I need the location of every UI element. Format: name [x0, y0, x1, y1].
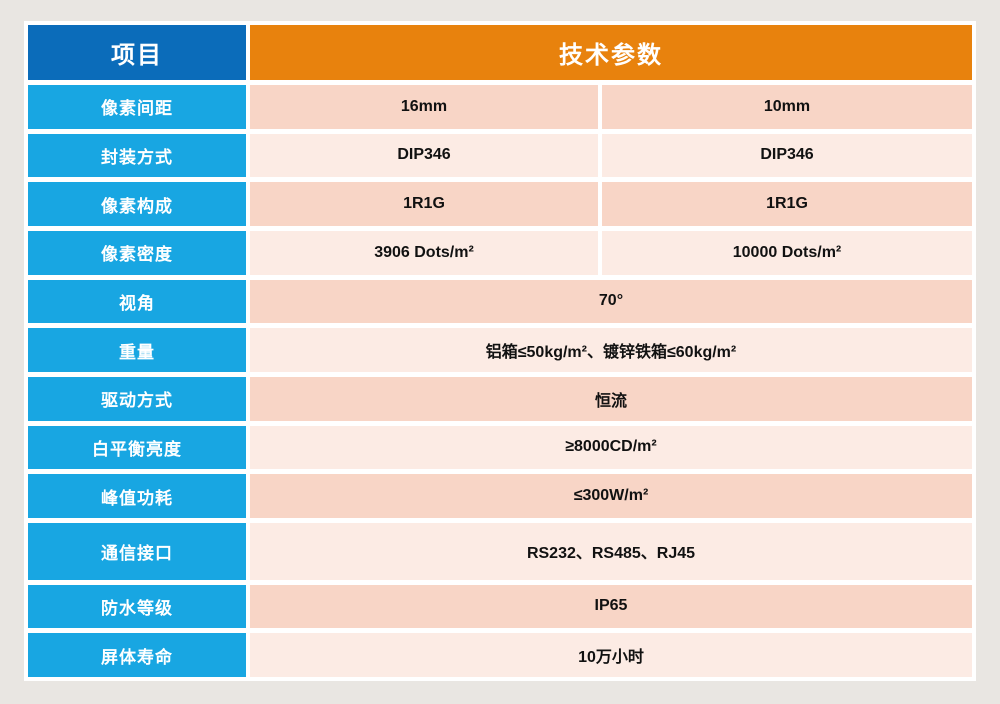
- row-label: 视角: [28, 279, 246, 324]
- table-row-comm-interface: 通信接口 RS232、RS485、RJ45: [28, 522, 972, 580]
- row-label: 像素间距: [28, 85, 246, 129]
- row-label: 像素密度: [28, 230, 246, 275]
- table-header-row: 项目 技术参数: [28, 25, 972, 80]
- row-label: 重量: [28, 328, 246, 372]
- row-value-col2: DIP346: [602, 133, 972, 178]
- row-value: 恒流: [250, 376, 972, 421]
- row-label: 峰值功耗: [28, 474, 246, 518]
- row-value-col1: DIP346: [250, 133, 598, 178]
- spec-table: 项目 技术参数 像素间距 16mm 10mm 封装方式 DIP346 DIP34…: [24, 21, 976, 681]
- row-value: ≤300W/m²: [250, 474, 972, 518]
- header-item-column: 项目: [28, 25, 246, 80]
- row-value: 铝箱≤50kg/m²、镀锌铁箱≤60kg/m²: [250, 328, 972, 372]
- table-row-viewing-angle: 视角 70°: [28, 279, 972, 324]
- row-value: 70°: [250, 279, 972, 324]
- row-label: 像素构成: [28, 182, 246, 226]
- table-row-pixel-pitch: 像素间距 16mm 10mm: [28, 85, 972, 129]
- table-row-pixel-config: 像素构成 1R1G 1R1G: [28, 182, 972, 226]
- row-label: 封装方式: [28, 133, 246, 178]
- table-row-weight: 重量 铝箱≤50kg/m²、镀锌铁箱≤60kg/m²: [28, 328, 972, 372]
- table-row-pixel-density: 像素密度 3906 Dots/m² 10000 Dots/m²: [28, 230, 972, 275]
- table-row-drive-mode: 驱动方式 恒流: [28, 376, 972, 421]
- row-value-col1: 1R1G: [250, 182, 598, 226]
- row-value-col2: 10mm: [602, 85, 972, 129]
- row-value: 10万小时: [250, 633, 972, 677]
- table-row-waterproof-rating: 防水等级 IP65: [28, 584, 972, 629]
- table-row-screen-lifespan: 屏体寿命 10万小时: [28, 633, 972, 677]
- row-value: ≥8000CD/m²: [250, 425, 972, 470]
- row-label: 通信接口: [28, 522, 246, 580]
- row-value-col1: 16mm: [250, 85, 598, 129]
- table-row-package-type: 封装方式 DIP346 DIP346: [28, 133, 972, 178]
- table-row-white-balance-brightness: 白平衡亮度 ≥8000CD/m²: [28, 425, 972, 470]
- header-params-column: 技术参数: [250, 25, 972, 80]
- row-value-col2: 1R1G: [602, 182, 972, 226]
- row-value-col1: 3906 Dots/m²: [250, 230, 598, 275]
- table-row-peak-power: 峰值功耗 ≤300W/m²: [28, 474, 972, 518]
- row-label: 白平衡亮度: [28, 425, 246, 470]
- row-label: 屏体寿命: [28, 633, 246, 677]
- row-label: 驱动方式: [28, 376, 246, 421]
- row-label: 防水等级: [28, 584, 246, 629]
- row-value-col2: 10000 Dots/m²: [602, 230, 972, 275]
- row-value: IP65: [250, 584, 972, 629]
- row-value: RS232、RS485、RJ45: [250, 522, 972, 580]
